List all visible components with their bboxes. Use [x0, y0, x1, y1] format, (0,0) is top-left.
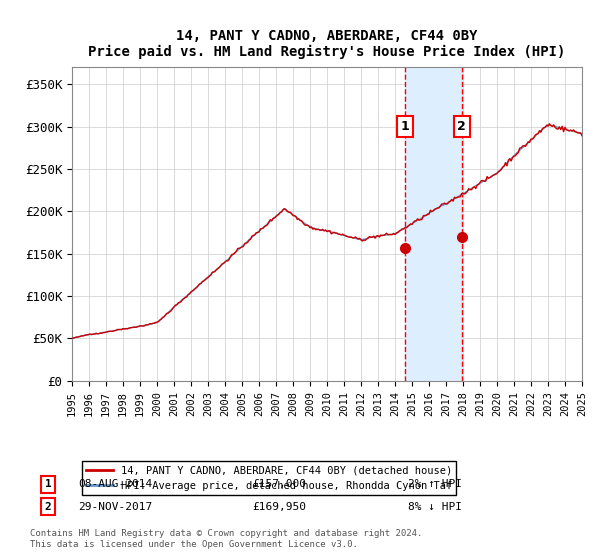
- Text: 1: 1: [401, 120, 410, 133]
- Text: 1: 1: [44, 479, 52, 489]
- Text: 8% ↓ HPI: 8% ↓ HPI: [408, 502, 462, 512]
- Text: 2: 2: [44, 502, 52, 512]
- Text: 29-NOV-2017: 29-NOV-2017: [78, 502, 152, 512]
- Text: £169,950: £169,950: [252, 502, 306, 512]
- Text: Contains HM Land Registry data © Crown copyright and database right 2024.
This d: Contains HM Land Registry data © Crown c…: [30, 529, 422, 549]
- Bar: [405, 67, 461, 381]
- Text: £157,000: £157,000: [252, 479, 306, 489]
- Text: 2% ↑ HPI: 2% ↑ HPI: [408, 479, 462, 489]
- Title: 14, PANT Y CADNO, ABERDARE, CF44 0BY
Price paid vs. HM Land Registry's House Pri: 14, PANT Y CADNO, ABERDARE, CF44 0BY Pri…: [88, 29, 566, 59]
- Legend: 14, PANT Y CADNO, ABERDARE, CF44 0BY (detached house), HPI: Average price, detac: 14, PANT Y CADNO, ABERDARE, CF44 0BY (de…: [82, 461, 456, 494]
- Text: 08-AUG-2014: 08-AUG-2014: [78, 479, 152, 489]
- Text: 2: 2: [457, 120, 466, 133]
